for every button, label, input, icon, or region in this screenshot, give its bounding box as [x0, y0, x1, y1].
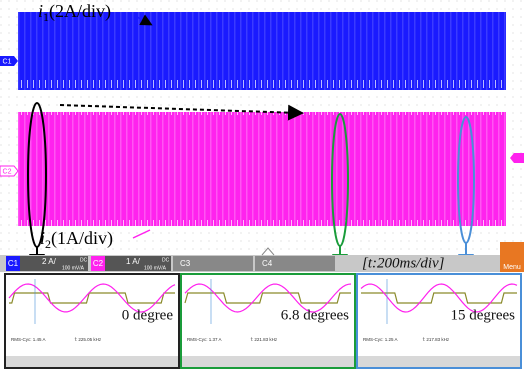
channel-name[interactable]: C4: [262, 259, 273, 268]
inset-status: [182, 356, 354, 367]
rms-readout: RMS-Cyc: 1.37 A: [187, 337, 222, 342]
tag-text: C2: [3, 168, 12, 175]
oscilloscope-screenshot: C1 C2 i1(2A/div) i2(1A/div) C1 2 A/ DC 1…: [0, 0, 524, 369]
freq-readout: f: 221.83 kHz: [251, 337, 278, 342]
tag-text: C1: [3, 58, 12, 65]
channel-coupling: DC: [162, 257, 170, 263]
phase-angle: 0 degree: [122, 307, 174, 323]
i1-label: i1(2A/div): [38, 1, 111, 24]
freq-readout: f: 225.05 kHz: [75, 337, 102, 342]
inset-status: [358, 356, 520, 367]
channel-probe: 100 mV/A: [62, 265, 85, 271]
i2-envelope: [18, 112, 506, 226]
i2-label: i2(1A/div): [40, 228, 113, 251]
rms-readout: RMS-Cyc: 1.25 A: [363, 337, 398, 342]
timebase: [t:200ms/div]: [362, 255, 445, 271]
channel-name[interactable]: C3: [180, 259, 191, 268]
i1-envelope: [18, 12, 506, 90]
inset-panel: 15 degrees RMS-Cyc: 1.25 A f: 217.83 kHz: [357, 274, 521, 368]
inset-panel: 0 degree RMS-Cyc: 1.45 A f: 225.05 kHz: [5, 274, 179, 368]
channel-probe: 100 mV/A: [144, 265, 167, 271]
channel-coupling: DC: [80, 257, 88, 263]
c2-tag: C2: [0, 166, 18, 176]
channel-scale: 1 A/: [126, 257, 141, 266]
channel-name: C1: [8, 259, 19, 268]
inset-status: [6, 356, 178, 367]
channel-scale: 2 A/: [42, 257, 57, 266]
channel-name: C2: [93, 259, 104, 268]
freq-readout: f: 217.83 kHz: [423, 337, 450, 342]
menu-button[interactable]: Menu: [503, 264, 521, 271]
rms-readout: RMS-Cyc: 1.45 A: [11, 337, 46, 342]
phase-angle: 6.8 degrees: [281, 307, 349, 323]
inset-panel: 6.8 degrees RMS-Cyc: 1.37 A f: 221.83 kHz: [181, 274, 355, 368]
phase-angle: 15 degrees: [450, 307, 515, 323]
